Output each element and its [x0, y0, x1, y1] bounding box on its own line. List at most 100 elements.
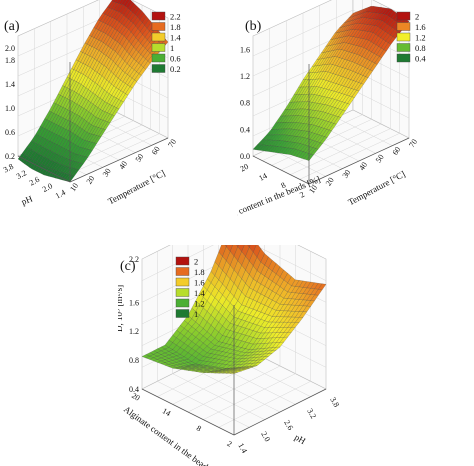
axis-edge — [308, 137, 410, 185]
legend: 2.21.81.410.60.2 — [151, 11, 181, 74]
z-tick-label: 0.4 — [240, 125, 250, 134]
x-tick-label: 8 — [195, 424, 203, 434]
z-tick-label: 1.0 — [5, 104, 15, 113]
z-tick-label: 0.6 — [5, 128, 15, 137]
legend-swatch — [151, 11, 166, 21]
chart-panel-c: 2 8 14 20 Alginate content in the beads [%] 1… — [118, 245, 358, 466]
z-tick-label: 0.8 — [240, 99, 250, 108]
surface-plot-a: 1.42.02.63.23.8pH10203040506070Temperatu… — [2, 0, 181, 207]
x-tick-label: 8 — [280, 180, 288, 190]
x-tick-label: 20 — [239, 162, 250, 174]
x-tick-label: 2.0 — [41, 181, 54, 194]
x-tick-label: 3.2 — [15, 168, 28, 181]
axis-box — [252, 64, 410, 185]
legend-label: 0.2 — [170, 64, 181, 74]
z-tick-label: 0.8 — [129, 356, 139, 365]
legend-label: 1.8 — [194, 267, 205, 277]
y-tick-label: 60 — [391, 145, 403, 157]
grid-line — [254, 245, 327, 281]
y-tick-label: 2.0 — [259, 430, 272, 443]
x-tick-label: 2 — [298, 190, 306, 200]
legend-label: 0.6 — [170, 54, 181, 64]
legend-swatch — [396, 22, 411, 31]
legend-swatch — [175, 256, 190, 266]
legend-label: 1.8 — [170, 22, 181, 32]
z-tick-label: 1.8 — [5, 56, 15, 65]
y-tick-label: 70 — [166, 137, 178, 149]
x-tick-label: 14 — [257, 171, 268, 183]
axis-edge — [141, 388, 235, 436]
y-tick-label: 30 — [101, 167, 113, 179]
legend-swatch — [175, 288, 190, 297]
panel-label: (c) — [120, 259, 136, 274]
z-tick-label: 1.6 — [129, 298, 139, 307]
chart-panel-a: 1.4 2.0 2.6 3.2 3.8 pH 10 20 30 40 50 60 70 Temperatu… — [0, 0, 237, 232]
x-tick-label: 1.4 — [54, 188, 67, 201]
legend-label: 2 — [194, 257, 198, 267]
legend-label: 1.4 — [194, 288, 205, 298]
y-tick-label: 20 — [85, 174, 97, 186]
x-tick-label: 14 — [161, 406, 172, 418]
legend-swatch — [396, 53, 411, 63]
y-tick-label: 60 — [150, 145, 162, 157]
y-tick-label: 10 — [68, 181, 80, 193]
x-tick-label: 3.8 — [2, 162, 15, 175]
x-tick-label: 2 — [226, 439, 234, 449]
legend-label: 2 — [415, 12, 419, 22]
y-tick-label: 1.4 — [236, 442, 249, 455]
legend-swatch — [175, 309, 190, 318]
x-tick-label: 20 — [130, 391, 141, 403]
y-axis-title: Temperature [°C] — [106, 168, 166, 207]
z-tick-label: 1.2 — [240, 72, 250, 81]
y-tick-label: 50 — [374, 153, 386, 165]
legend-swatch — [175, 298, 190, 308]
panel-label: (b) — [245, 19, 262, 34]
legend-label: 0.8 — [415, 43, 426, 53]
legend-swatch — [396, 11, 411, 21]
legend-swatch — [396, 32, 411, 42]
legend-swatch — [151, 22, 166, 31]
z-axis-title: D, 10⁹ [m²/s] — [118, 285, 124, 332]
z-tick-label: 2.0 — [5, 44, 15, 53]
surface-mesh — [141, 245, 327, 374]
surface-cell — [67, 175, 75, 183]
surface-cell — [306, 153, 314, 161]
legend-label: 1.6 — [194, 278, 205, 288]
y-axis-title: Temperature [°C] — [346, 169, 406, 208]
legend-swatch — [151, 32, 166, 42]
z-tick-label: 0.4 — [129, 385, 139, 394]
z-tick-label: 1.6 — [240, 45, 250, 54]
surface-cell — [247, 245, 251, 248]
y-tick-label: 20 — [324, 176, 336, 188]
axis-box — [141, 305, 327, 436]
legend-label: 1 — [170, 43, 174, 53]
y-tick-label: 30 — [341, 168, 353, 180]
legend-swatch — [175, 277, 190, 287]
z-tick-label: 2.2 — [129, 255, 139, 264]
y-tick-label: 50 — [134, 152, 146, 164]
y-tick-label: 40 — [117, 159, 129, 171]
axis-edge — [252, 155, 310, 185]
y-tick-label: 10 — [307, 183, 319, 195]
y-tick-label: 40 — [357, 160, 369, 172]
legend-label: 1.2 — [415, 33, 426, 43]
grid-line — [252, 9, 354, 57]
x-axis-title: pH — [20, 193, 34, 207]
z-tick-label: 0.0 — [240, 152, 250, 161]
legend-swatch — [151, 43, 166, 52]
legend: 21.81.61.41.21 — [175, 256, 205, 319]
legend-swatch — [151, 53, 166, 63]
legend: 21.61.20.80.4 — [396, 11, 426, 64]
legend-label: 2.2 — [170, 12, 181, 22]
axis-box — [17, 62, 169, 183]
axis-edge — [233, 388, 327, 436]
z-tick-label: 0.2 — [5, 152, 15, 161]
y-tick-label: 70 — [407, 137, 419, 149]
axis-edge — [17, 155, 71, 183]
z-tick-label: 1.4 — [5, 80, 15, 89]
legend-label: 1.2 — [194, 299, 205, 309]
legend-swatch — [175, 267, 190, 276]
panel-label: (a) — [4, 19, 20, 34]
